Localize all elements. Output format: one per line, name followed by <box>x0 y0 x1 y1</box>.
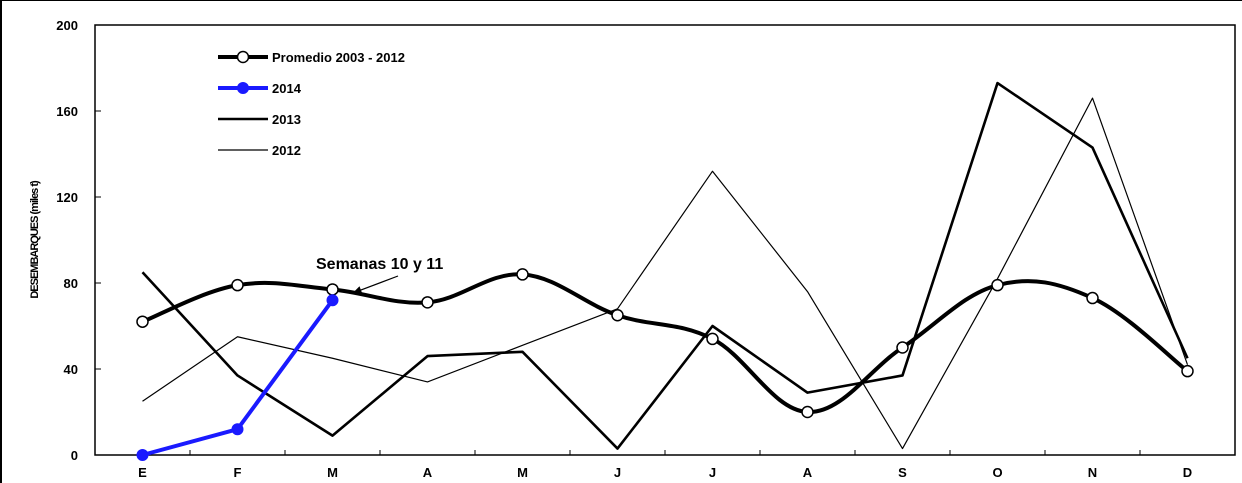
legend-label: 2014 <box>272 81 302 96</box>
data-point <box>896 341 909 354</box>
x-tick-label: N <box>1088 465 1097 480</box>
legend-label: 2012 <box>272 143 301 158</box>
data-point <box>326 294 339 307</box>
data-point <box>136 315 149 328</box>
y-axis: 0 40 80 120 160 200 <box>56 18 101 463</box>
x-tick-label: D <box>1183 465 1192 480</box>
y-axis-label: DESEMBARQUES (miles t) <box>29 180 41 299</box>
x-tick-label: J <box>709 465 716 480</box>
x-tick-label: F <box>234 465 242 480</box>
y-tick-label: 40 <box>64 362 78 377</box>
y-tick-label: 200 <box>56 18 78 33</box>
y-tick-label: 160 <box>56 104 78 119</box>
data-point <box>611 309 624 322</box>
legend-marker <box>237 82 249 94</box>
data-point <box>326 283 339 296</box>
data-point <box>231 278 244 292</box>
series-line <box>141 81 1189 450</box>
series-2013 <box>141 81 1189 450</box>
data-point <box>1086 291 1099 305</box>
series-layer <box>136 81 1194 461</box>
legend-label: Promedio 2003 - 2012 <box>272 50 405 65</box>
x-tick-label: E <box>138 465 147 480</box>
x-tick-label: M <box>327 465 338 480</box>
legend-item: 2013 <box>218 112 301 127</box>
legend-item: 2014 <box>218 81 302 96</box>
annotation: Semanas 10 y 11 <box>316 256 443 294</box>
annotation-text: Semanas 10 y 11 <box>316 256 443 273</box>
x-tick-label: O <box>992 465 1002 480</box>
series-2014 <box>136 294 339 461</box>
data-point <box>231 423 244 436</box>
data-point <box>801 405 814 419</box>
series-2012 <box>142 97 1189 450</box>
annotation-arrow-head <box>352 286 363 294</box>
legend-marker <box>236 50 250 64</box>
x-tick-label: A <box>423 465 433 480</box>
data-point <box>516 268 529 281</box>
legend-label: 2013 <box>272 112 301 127</box>
series-promedio-2003---2012 <box>136 268 1194 419</box>
y-tick-label: 0 <box>71 448 78 463</box>
y-tick-label: 80 <box>64 276 78 291</box>
data-point <box>706 332 719 346</box>
x-tick-label: M <box>517 465 528 480</box>
series-line <box>142 97 1189 450</box>
x-tick-label: A <box>803 465 813 480</box>
data-point <box>1181 364 1194 378</box>
y-tick-label: 120 <box>56 190 78 205</box>
legend-item: Promedio 2003 - 2012 <box>218 50 405 65</box>
legend: Promedio 2003 - 2012 2014 2013 2012 <box>218 50 405 158</box>
data-point <box>136 449 149 461</box>
data-point <box>421 296 434 309</box>
data-point <box>991 278 1004 292</box>
x-tick-label: S <box>898 465 907 480</box>
legend-item: 2012 <box>218 143 301 158</box>
x-tick-label: J <box>614 465 621 480</box>
